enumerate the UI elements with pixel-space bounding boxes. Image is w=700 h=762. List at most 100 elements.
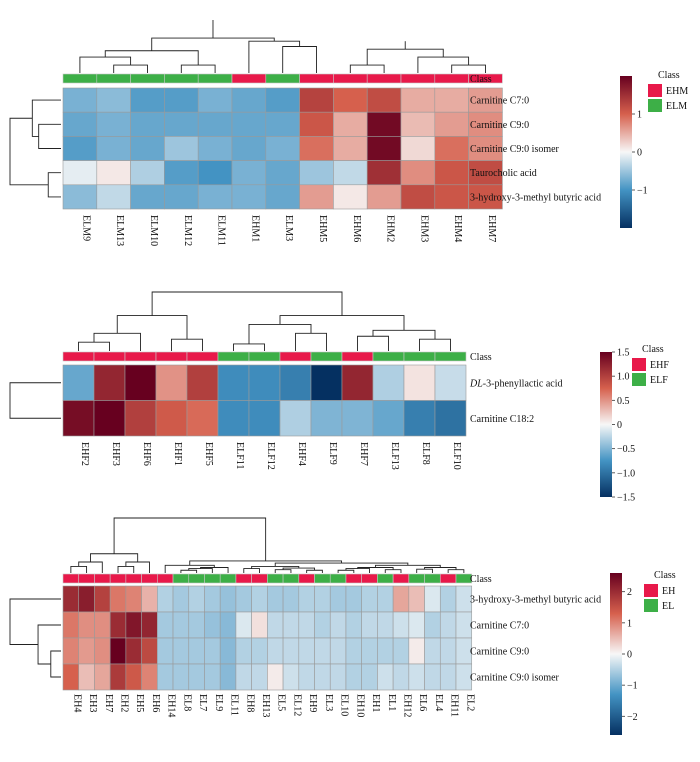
heatmap-cell [172,663,190,691]
column-label: EHF3 [110,442,121,466]
column-dendrogram-link [125,561,150,573]
heatmap-cell [400,111,436,137]
heatmap-cell [434,400,467,437]
heatmap-cell [298,637,315,665]
heatmap-cell [267,611,284,639]
class-cell [314,573,331,584]
heatmap-cell [372,400,405,437]
heatmap-cell [231,160,267,186]
column-label: EH9 [307,694,318,712]
heatmap-cell [219,637,237,665]
heatmap-cell [188,663,205,691]
class-cell [341,351,374,362]
heatmap-cell [188,637,205,665]
column-label: ELF10 [451,442,462,470]
class-cell [94,573,111,584]
heatmap-cell [299,160,334,186]
heatmap-cell [265,111,300,137]
heatmap-cell [93,400,126,437]
column-label: EL3 [323,694,334,711]
column-dendrogram-link [151,291,343,316]
heatmap-panel-3: Class 3-hydroxy-3-methyl butyric acid Carn… [9,517,676,735]
colorbar-tick-label: 0 [637,148,642,159]
heatmap-cell [408,637,425,665]
column-dendrogram-link [180,569,198,573]
heatmap-cell [62,111,98,137]
row-label: Carnitine C9:0 isomer [470,673,560,684]
class-cell [299,73,334,84]
class-legend-title: Class [658,70,680,81]
heatmap-cell [96,160,131,186]
column-label: EH8 [244,694,255,712]
heatmap-cell [424,611,441,639]
heatmap-cell [282,637,300,665]
heatmap-cell [231,136,267,161]
heatmap-cell [130,184,165,210]
heatmap-cell [265,160,300,186]
colorbar-tick-label: −1.5 [617,493,635,504]
class-cell [392,573,410,584]
class-legend-title: Class [654,570,676,581]
column-label: EH5 [134,694,145,712]
class-cell [78,573,95,584]
column-label: EH2 [119,694,130,712]
heatmap-cell [403,364,436,401]
heatmap-cell [62,637,80,665]
column-label: EH12 [401,694,412,717]
row-dendrogram-link [9,382,61,419]
column-dendrogram-link [78,341,110,351]
column-dendrogram-link [274,562,409,567]
heatmap-cell [62,87,98,113]
heatmap-cell [235,585,252,613]
heatmap-cell [408,585,425,613]
heatmap-cell [333,136,368,161]
heatmap-cell [366,160,402,186]
heatmap-cell [424,585,441,613]
heatmap-cell [164,87,199,113]
heatmap-cell [345,637,362,665]
heatmap-cell [96,87,131,113]
heatmap-cell [439,663,457,691]
heatmap-cell [164,111,199,137]
column-dendrogram-link [104,50,199,66]
heatmap-cell [329,585,347,613]
heatmap-cell [282,611,300,639]
heatmap-cell [248,364,281,401]
class-cell [155,351,188,362]
heatmap-cell [333,160,368,186]
heatmap-cell [392,637,410,665]
heatmap-cell [434,364,467,401]
colorbar-tick-label: 1.5 [617,348,630,359]
heatmap-cell [333,111,368,137]
colorbar-tick-label: 0.5 [617,396,630,407]
column-dendrogram-link [117,565,135,573]
heatmap-cell [341,364,374,401]
column-label: EHM7 [486,215,497,242]
heatmap-cell [265,87,300,113]
heatmap-cell [172,611,190,639]
heatmap-cell [267,585,284,613]
heatmap-cell [141,637,158,665]
class-cell [424,573,441,584]
column-dendrogram-link [447,569,465,573]
row-label: Carnitine C9:0 isomer [470,144,560,155]
heatmap-cell [455,663,473,691]
heatmap-cell [231,111,267,137]
class-cell [219,573,237,584]
column-label: EH14 [166,694,177,717]
heatmap-cell [377,585,394,613]
heatmap-cell [172,637,190,665]
column-label: EHF7 [358,442,369,466]
heatmap-cell [157,611,174,639]
heatmap-cell [109,585,127,613]
heatmap-cell [219,611,237,639]
row-label: 3-hydroxy-3-methyl butyric acid [470,192,601,203]
heatmap-cell [188,585,205,613]
column-label: ELF11 [234,442,245,469]
class-cell [186,351,219,362]
column-label: ELF8 [420,442,431,465]
heatmap-cell [372,364,405,401]
heatmap-cell [62,611,80,639]
column-dendrogram-link [349,64,385,73]
